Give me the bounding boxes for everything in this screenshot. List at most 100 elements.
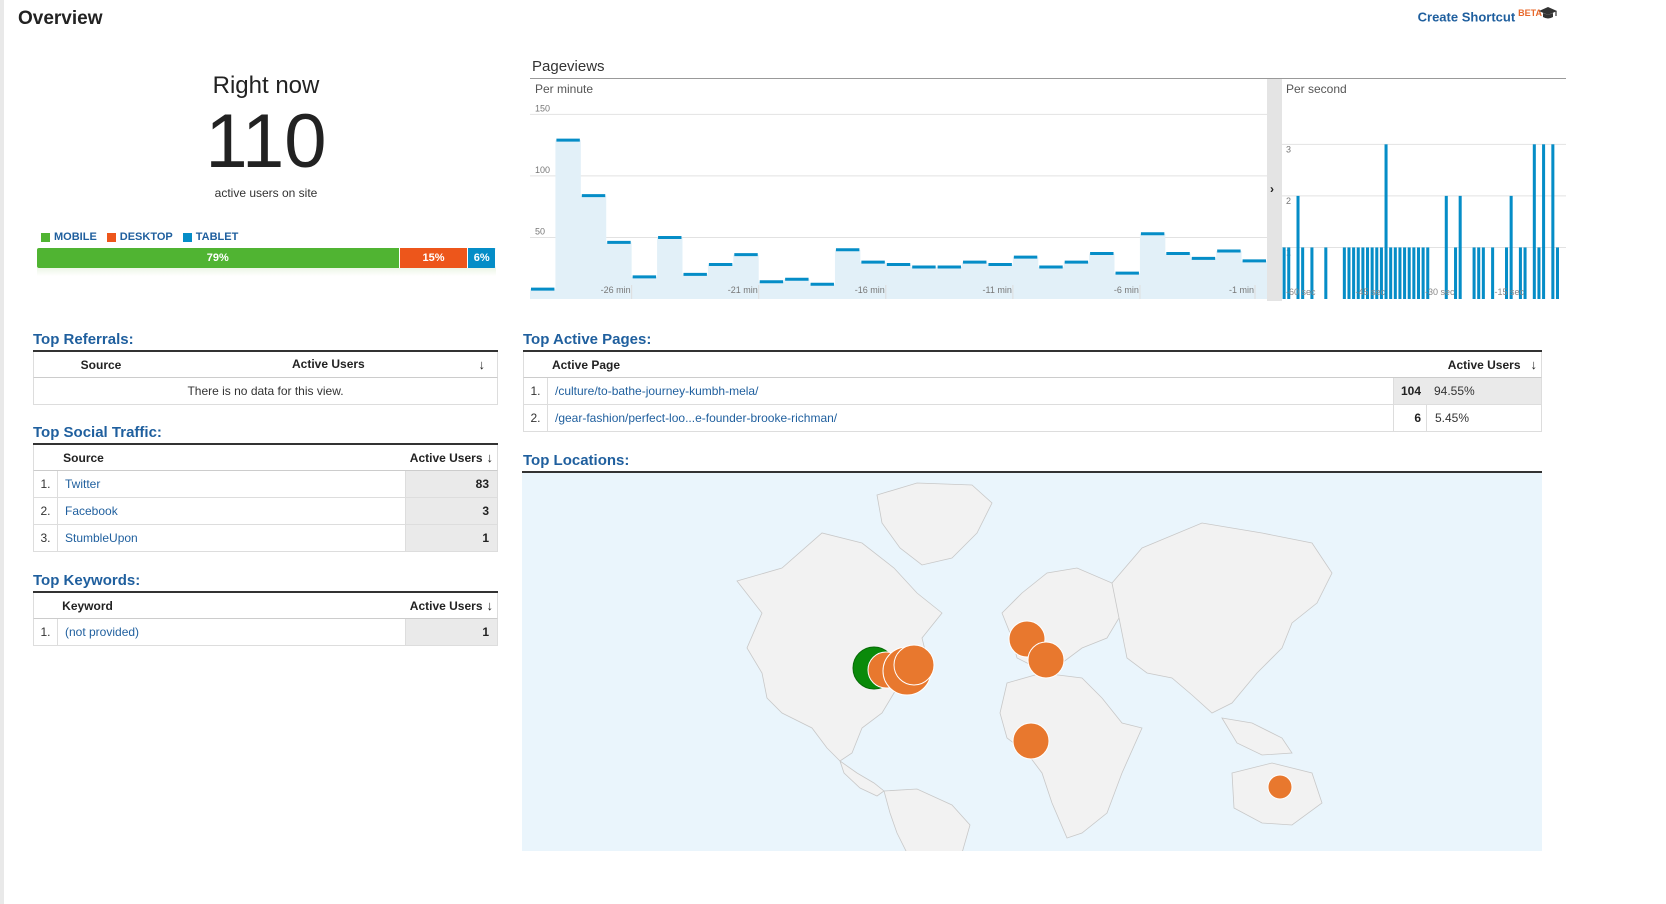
col-active-page[interactable]: Active Page xyxy=(551,357,621,372)
second-bar[interactable] xyxy=(1347,247,1351,299)
social-source-link[interactable]: Twitter xyxy=(65,477,101,491)
second-bar[interactable] xyxy=(1282,247,1286,299)
second-bar[interactable] xyxy=(1393,247,1397,299)
top-keywords-table: Keyword Active Users ↓ 1. (not provided) … xyxy=(33,591,498,646)
second-bar[interactable] xyxy=(1412,247,1416,299)
col-active-users-label[interactable]: Active Users xyxy=(409,451,483,465)
second-bar[interactable] xyxy=(1287,247,1291,299)
top-social-title: Top Social Traffic: xyxy=(33,424,162,441)
second-bar[interactable] xyxy=(1361,247,1365,299)
col-active-users[interactable]: Active Users ↓ xyxy=(648,357,1541,372)
second-bar[interactable] xyxy=(1416,247,1420,299)
top-referrals-table: Source Active Users ↓ There is no data fo… xyxy=(33,350,498,405)
greenland-shape xyxy=(876,482,993,566)
x-tick-label: -60 sec xyxy=(1286,287,1316,297)
row-number: 1. xyxy=(524,378,548,404)
second-bar[interactable] xyxy=(1370,247,1374,299)
second-bar[interactable] xyxy=(1426,247,1430,299)
social-source-link[interactable]: Facebook xyxy=(65,504,118,518)
empty-message: There is no data for this view. xyxy=(187,384,344,398)
table-row: There is no data for this view. xyxy=(33,378,498,405)
second-bar[interactable] xyxy=(1458,195,1462,299)
second-bar[interactable] xyxy=(1342,247,1346,299)
col-active-users-label[interactable]: Active Users xyxy=(1447,358,1521,372)
second-bar[interactable] xyxy=(1379,247,1383,299)
device-share-bar: 79% 15% 6% xyxy=(37,248,496,268)
north-america-shape xyxy=(736,532,943,762)
active-users-value: 1 xyxy=(405,619,497,645)
second-bar[interactable] xyxy=(1421,247,1425,299)
world-map[interactable] xyxy=(522,473,1542,851)
sort-down-icon[interactable]: ↓ xyxy=(486,598,494,613)
per-minute-chart: 150 100 50 -26 min -21 min -16 min -11 min -6 m… xyxy=(530,103,1267,299)
second-bar[interactable] xyxy=(1472,247,1476,299)
second-bar[interactable] xyxy=(1407,247,1411,299)
second-bar[interactable] xyxy=(1324,247,1328,299)
table-row: 2. Facebook 3 xyxy=(33,498,498,525)
sort-down-icon[interactable]: ↓ xyxy=(1530,357,1538,372)
social-source-link[interactable]: StumbleUpon xyxy=(65,531,138,545)
second-bar[interactable] xyxy=(1296,195,1300,299)
col-active-users[interactable]: Active Users ↓ xyxy=(133,450,497,465)
row-number: 1. xyxy=(34,471,58,497)
table-row: 1. (not provided) 1 xyxy=(33,619,498,646)
second-bar[interactable] xyxy=(1542,144,1546,299)
second-bar[interactable] xyxy=(1477,247,1481,299)
col-active-users-label[interactable]: Active Users xyxy=(409,599,483,613)
second-bar[interactable] xyxy=(1444,195,1448,299)
row-number: 2. xyxy=(524,405,548,431)
second-bar[interactable] xyxy=(1366,247,1370,299)
graduation-cap-icon[interactable] xyxy=(1538,6,1558,20)
location-marker[interactable] xyxy=(893,644,935,686)
location-marker[interactable] xyxy=(1267,774,1293,800)
mobile-segment: 79% xyxy=(37,248,400,268)
y-tick-label: 3 xyxy=(1286,144,1291,154)
sort-down-icon[interactable]: ↓ xyxy=(478,357,486,372)
create-shortcut-label[interactable]: Create Shortcut xyxy=(1417,9,1516,25)
second-bar[interactable] xyxy=(1454,247,1458,299)
location-marker[interactable] xyxy=(1012,722,1050,760)
keyword-link[interactable]: (not provided) xyxy=(65,625,140,639)
col-source[interactable]: Source xyxy=(63,450,104,465)
chevron-right-icon[interactable]: › xyxy=(1270,182,1274,196)
chart-divider[interactable]: › xyxy=(1267,79,1282,301)
second-bar[interactable] xyxy=(1384,144,1388,299)
second-bar[interactable] xyxy=(1398,247,1402,299)
south-america-shape xyxy=(883,788,971,851)
table-row: 1. /culture/to-bathe-journey-kumbh-mela/… xyxy=(523,378,1542,405)
second-bar[interactable] xyxy=(1301,247,1305,299)
second-bar[interactable] xyxy=(1352,247,1356,299)
locations-map[interactable] xyxy=(522,471,1542,851)
col-active-users-label[interactable]: Active Users xyxy=(292,357,365,371)
location-marker[interactable] xyxy=(1027,641,1065,679)
second-bar[interactable] xyxy=(1403,247,1407,299)
second-bar[interactable] xyxy=(1532,144,1536,299)
second-bar[interactable] xyxy=(1523,247,1527,299)
col-active-users[interactable]: Active Users ↓ xyxy=(168,357,485,372)
second-bar[interactable] xyxy=(1310,247,1314,299)
legend-mobile-label: MOBILE xyxy=(54,231,97,243)
table-row: 3. StumbleUpon 1 xyxy=(33,525,498,552)
second-bar[interactable] xyxy=(1481,247,1485,299)
col-active-users[interactable]: Active Users ↓ xyxy=(141,598,497,613)
active-page-link[interactable]: /gear-fashion/perfect-loo...e-founder-br… xyxy=(555,411,838,425)
second-bar[interactable] xyxy=(1509,195,1513,299)
sort-down-icon[interactable]: ↓ xyxy=(486,450,494,465)
second-bar[interactable] xyxy=(1389,247,1393,299)
second-bar[interactable] xyxy=(1356,247,1360,299)
second-bar[interactable] xyxy=(1551,144,1555,299)
create-shortcut-link[interactable]: Create Shortcut BETA xyxy=(1418,8,1542,24)
active-page-link[interactable]: /culture/to-bathe-journey-kumbh-mela/ xyxy=(555,384,759,398)
second-bar[interactable] xyxy=(1491,247,1495,299)
top-referrals-title: Top Referrals: xyxy=(33,331,134,348)
active-users-percent: 5.45% xyxy=(1426,405,1541,431)
col-keyword[interactable]: Keyword xyxy=(62,598,113,613)
second-bar[interactable] xyxy=(1375,247,1379,299)
second-bar[interactable] xyxy=(1555,247,1559,299)
col-source[interactable]: Source xyxy=(80,357,122,372)
second-bar[interactable] xyxy=(1518,247,1522,299)
legend-desktop: DESKTOP xyxy=(106,231,173,243)
second-bar[interactable] xyxy=(1505,247,1509,299)
second-bar[interactable] xyxy=(1537,247,1541,299)
x-tick-label: -6 min xyxy=(1114,285,1139,295)
